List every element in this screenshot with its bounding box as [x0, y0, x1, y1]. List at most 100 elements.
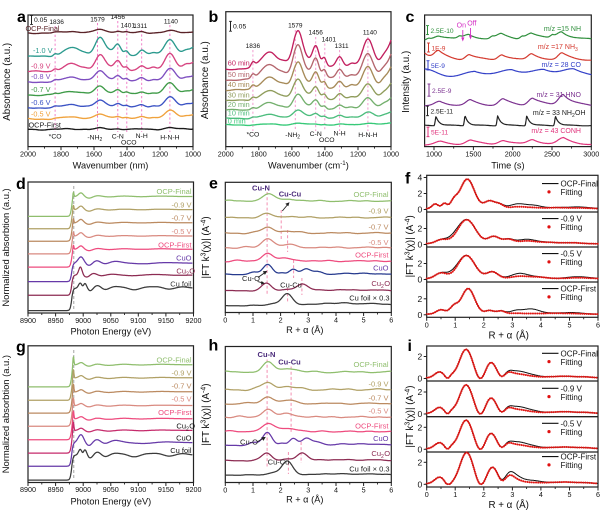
svg-text:*CO: *CO [246, 132, 259, 139]
svg-text:Cu-N: Cu-N [258, 350, 276, 359]
svg-text:Fitting: Fitting [561, 293, 583, 302]
svg-text:1836: 1836 [49, 19, 64, 26]
svg-text:1000: 1000 [185, 150, 201, 159]
svg-text:5E-9: 5E-9 [431, 63, 445, 70]
svg-text:O: O [189, 422, 195, 431]
svg-text:2: 2 [279, 486, 283, 495]
svg-text:m/z =15 NH: m/z =15 NH [544, 26, 581, 33]
svg-text:3: 3 [575, 47, 578, 53]
svg-text:CuO: CuO [373, 434, 389, 443]
svg-text:1: 1 [453, 320, 457, 329]
svg-text:1400: 1400 [119, 150, 135, 159]
svg-text:3000: 3000 [583, 150, 599, 159]
svg-text:R + α: R + α [286, 495, 309, 505]
svg-text:0: 0 [417, 240, 422, 250]
svg-text:Cu-O: Cu-O [240, 438, 258, 447]
svg-text:8950: 8950 [48, 316, 64, 325]
svg-text:OCP-Final: OCP-Final [156, 356, 191, 365]
svg-text:(Å): (Å) [311, 495, 323, 505]
svg-text:1600: 1600 [284, 150, 300, 159]
svg-text:CuO: CuO [176, 253, 192, 262]
svg-text:2: 2 [186, 427, 189, 433]
svg-text:-0.7 V: -0.7 V [31, 85, 51, 94]
svg-text:-NH: -NH [285, 132, 297, 139]
svg-text:Cu-Cu: Cu-Cu [278, 358, 301, 367]
svg-text:2.5E-11: 2.5E-11 [431, 109, 454, 116]
svg-text:2: 2 [417, 422, 422, 432]
svg-text:Absorbance (a.u.): Absorbance (a.u.) [200, 41, 211, 119]
svg-text:-0.9 V: -0.9 V [368, 380, 388, 389]
svg-text:OCP-First: OCP-First [29, 120, 61, 129]
svg-text:-NH: -NH [87, 135, 99, 142]
svg-text:6: 6 [389, 486, 393, 495]
svg-text:1: 1 [453, 490, 457, 499]
svg-text:N-H: N-H [136, 133, 148, 140]
svg-text:1500: 1500 [465, 150, 481, 159]
svg-text:3: 3 [306, 316, 310, 325]
svg-text:50 min: 50 min [228, 70, 250, 79]
svg-text:1140: 1140 [363, 30, 377, 37]
svg-text:O: O [384, 449, 390, 458]
svg-text:Fitting: Fitting [561, 358, 583, 367]
svg-text:|FT k3(χ)| (A-4): |FT k3(χ)| (A-4) [405, 385, 417, 447]
svg-text:OCP-Final: OCP-Final [26, 24, 60, 33]
svg-text:Absorbance (a.u.): Absorbance (a.u.) [2, 43, 13, 121]
svg-text:h: h [209, 338, 219, 355]
svg-text:2: 2 [381, 454, 384, 460]
svg-text:Photon Energy (eV): Photon Energy (eV) [70, 327, 151, 337]
svg-text:1600: 1600 [86, 150, 102, 159]
svg-text:5E-11: 5E-11 [431, 130, 448, 137]
svg-text:|FT k3(χ)| (A-4): |FT k3(χ)| (A-4) [405, 215, 417, 277]
svg-text:1E-9: 1E-9 [432, 46, 446, 53]
svg-text:Intensity (a.u.): Intensity (a.u.) [401, 51, 412, 113]
svg-text:(Å): (Å) [516, 500, 529, 511]
svg-text:Wavenumber (nm): Wavenumber (nm) [73, 161, 149, 171]
svg-text:20 min: 20 min [228, 100, 250, 109]
svg-text:-1.0 V: -1.0 V [33, 46, 53, 55]
svg-text:Fitting: Fitting [561, 428, 583, 437]
svg-text:2: 2 [482, 320, 486, 329]
svg-text:OCP-Final: OCP-Final [353, 360, 388, 369]
svg-text:Cu: Cu [176, 422, 186, 431]
svg-text:1400: 1400 [317, 150, 333, 159]
svg-text:H-N-H: H-N-H [160, 135, 179, 142]
svg-text:Fitting: Fitting [561, 258, 583, 267]
svg-text:*CO: *CO [49, 134, 62, 141]
svg-text:R + α: R + α [488, 330, 512, 341]
svg-text:CuO: CuO [373, 264, 389, 273]
svg-text:-0.5 V: -0.5 V [561, 419, 583, 428]
svg-text:Fitting: Fitting [561, 223, 583, 232]
svg-text:On: On [457, 23, 466, 30]
svg-text:m/z = 43 CONH: m/z = 43 CONH [531, 128, 581, 135]
svg-text:1: 1 [251, 316, 255, 325]
svg-text:(Å): (Å) [311, 325, 323, 335]
svg-text:2: 2 [381, 284, 384, 290]
svg-text:b: b [209, 9, 219, 26]
svg-text:CuO: CuO [176, 434, 192, 443]
svg-text:40 min: 40 min [228, 80, 250, 89]
svg-text:1000: 1000 [426, 150, 442, 159]
svg-text:2: 2 [417, 224, 422, 234]
svg-text:(Å): (Å) [516, 330, 529, 341]
svg-text:2: 2 [482, 490, 486, 499]
svg-text:6: 6 [596, 490, 600, 499]
svg-text:OCP-Final: OCP-Final [156, 187, 191, 196]
svg-text:2: 2 [417, 259, 422, 269]
svg-text:2: 2 [297, 135, 300, 141]
svg-text:0: 0 [417, 479, 422, 489]
svg-text:-0.5 V: -0.5 V [171, 227, 191, 236]
svg-text:H-N-H: H-N-H [358, 132, 377, 139]
svg-text:Cu-O: Cu-O [242, 274, 260, 283]
svg-text:OCP-Final: OCP-Final [561, 349, 599, 358]
svg-text:OCP-Final: OCP-Final [353, 190, 388, 199]
svg-text:g: g [16, 339, 26, 356]
svg-text:-0.7 V: -0.7 V [368, 394, 388, 403]
svg-text:Normalized absorbtion (a.u.): Normalized absorbtion (a.u.) [0, 188, 11, 306]
svg-text:0: 0 [425, 490, 429, 499]
svg-text:0.05: 0.05 [233, 24, 246, 31]
svg-text:m/z =17 NH: m/z =17 NH [538, 44, 575, 51]
svg-text:-0.7 V: -0.7 V [368, 223, 388, 232]
svg-text:-0.8 V: -0.8 V [31, 72, 51, 81]
svg-text:6: 6 [596, 320, 600, 329]
svg-text:-0.5 V: -0.5 V [171, 395, 191, 404]
